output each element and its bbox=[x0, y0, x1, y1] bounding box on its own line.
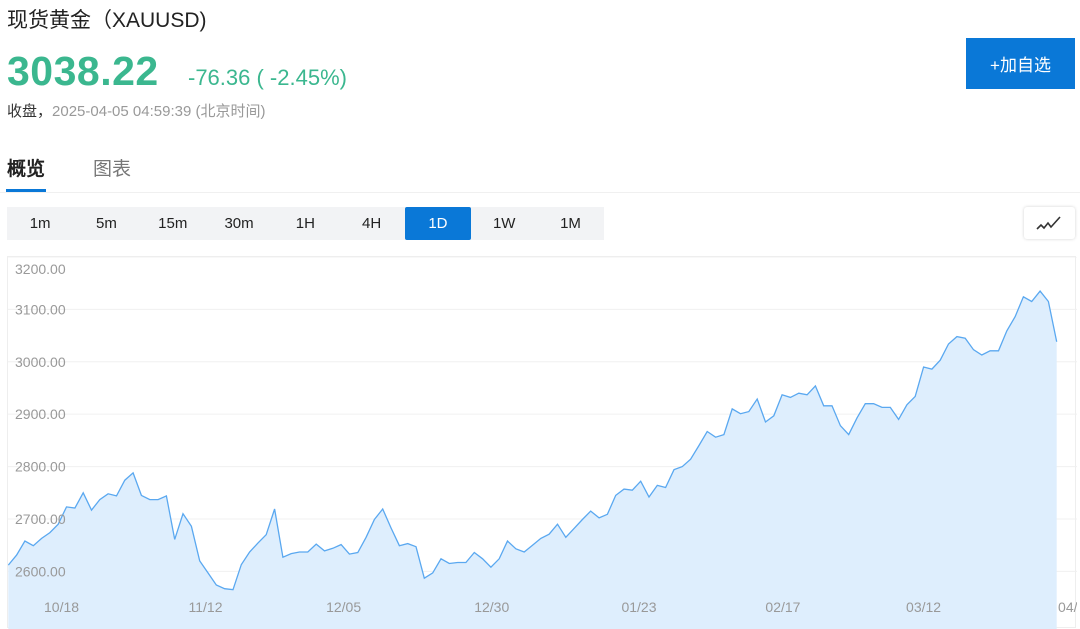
x-tick-label: 11/12 bbox=[188, 599, 222, 615]
area-chart: 3200.00 3100.00 3000.00 2900.00 2800.00 2700.… bbox=[8, 257, 1077, 629]
period-5m[interactable]: 5m bbox=[96, 215, 117, 232]
instrument-title: 现货黄金（XAUUSD) bbox=[7, 9, 207, 32]
timestamp: 2025-04-05 04:59:39 bbox=[52, 103, 192, 120]
y-tick-label: 3200.00 bbox=[15, 261, 66, 277]
period-1m[interactable]: 1m bbox=[29, 215, 51, 232]
line-chart-icon bbox=[1036, 216, 1061, 230]
add-to-watchlist-button[interactable]: +加自选 bbox=[966, 38, 1075, 89]
close-status: 收盘，2025-04-05 04:59:39 (北京时间) bbox=[7, 100, 265, 121]
tab-overview[interactable]: 概览 bbox=[5, 154, 47, 192]
period-selector: 1m 5m 15m 30m 1H 4H 1D 1W 1M bbox=[7, 207, 604, 240]
x-tick-label: 04/0 bbox=[1058, 599, 1077, 615]
period-4h[interactable]: 4H bbox=[362, 215, 382, 232]
y-tick-label: 2800.00 bbox=[15, 459, 66, 475]
current-price: 3038.22 bbox=[7, 48, 159, 94]
x-tick-label: 03/12 bbox=[906, 599, 941, 615]
x-tick-label: 02/17 bbox=[765, 599, 800, 615]
tab-bar: 概览 图表 bbox=[0, 150, 1080, 193]
price-line bbox=[8, 290, 1058, 591]
y-tick-label: 2900.00 bbox=[15, 406, 66, 422]
y-tick-label: 2600.00 bbox=[15, 563, 66, 579]
x-tick-label: 01/23 bbox=[621, 599, 656, 615]
period-1mo[interactable]: 1M bbox=[560, 215, 581, 232]
period-15m[interactable]: 15m bbox=[158, 215, 188, 232]
period-1h[interactable]: 1H bbox=[295, 215, 315, 232]
price-change: -76.36 ( -2.45%) bbox=[188, 65, 347, 90]
x-tick-label: 12/30 bbox=[474, 599, 509, 615]
status-label: 收盘， bbox=[7, 103, 53, 120]
x-tick-label: 10/18 bbox=[44, 599, 79, 615]
period-30m[interactable]: 30m bbox=[224, 215, 254, 232]
area-fill bbox=[8, 291, 1057, 629]
chart-type-button[interactable] bbox=[1024, 207, 1075, 239]
x-tick-label: 12/05 bbox=[326, 599, 361, 615]
price-chart: 3200.00 3100.00 3000.00 2900.00 2800.00 2700.… bbox=[7, 256, 1077, 629]
y-tick-label: 2700.00 bbox=[15, 511, 66, 527]
y-tick-label: 3100.00 bbox=[15, 301, 66, 317]
period-1d[interactable]: 1D bbox=[404, 207, 472, 240]
y-tick-label: 3000.00 bbox=[15, 354, 66, 370]
period-1w[interactable]: 1W bbox=[492, 215, 516, 232]
timezone: (北京时间) bbox=[195, 103, 266, 120]
tab-chart[interactable]: 图表 bbox=[93, 159, 132, 180]
